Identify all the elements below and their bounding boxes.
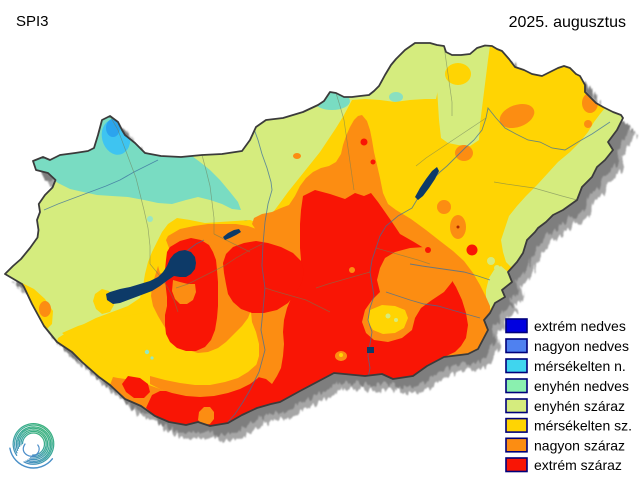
svg-text:mérsékelten n.: mérsékelten n. <box>534 358 626 374</box>
svg-text:extrém nedves: extrém nedves <box>534 318 626 334</box>
svg-text:nagyon száraz: nagyon száraz <box>534 437 625 453</box>
svg-text:enyhén száraz: enyhén száraz <box>534 398 625 414</box>
svg-text:nagyon nedves: nagyon nedves <box>534 338 629 354</box>
svg-text:enyhén nedves: enyhén nedves <box>534 378 629 394</box>
svg-text:mérsékelten sz.: mérsékelten sz. <box>534 418 632 434</box>
svg-text:extrém száraz: extrém száraz <box>534 457 622 473</box>
